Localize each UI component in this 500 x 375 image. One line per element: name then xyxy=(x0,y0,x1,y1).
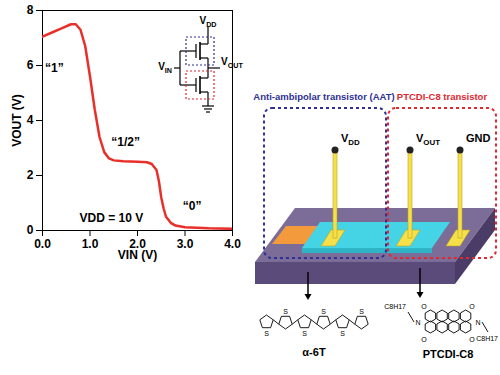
svg-text:Anti-ambipolar transistor (AAT: Anti-ambipolar transistor (AAT) xyxy=(253,91,394,102)
svg-text:VIN: VIN xyxy=(158,61,172,75)
svg-text:VOUT: VOUT xyxy=(221,56,243,70)
svg-text:“0”: “0” xyxy=(183,199,202,213)
svg-text:“1”: “1” xyxy=(45,61,64,75)
svg-text:VDD: VDD xyxy=(199,15,216,29)
svg-text:O: O xyxy=(469,303,475,310)
svg-text:1.0: 1.0 xyxy=(82,237,99,251)
svg-text:α-6T: α-6T xyxy=(302,346,326,358)
svg-text:PTCDI-C8: PTCDI-C8 xyxy=(423,348,474,360)
svg-text:C8H17: C8H17 xyxy=(384,303,406,310)
svg-text:S: S xyxy=(302,330,307,337)
svg-text:S: S xyxy=(359,308,364,315)
svg-text:2.0: 2.0 xyxy=(129,237,146,251)
svg-text:S: S xyxy=(321,308,326,315)
svg-text:O: O xyxy=(421,336,427,343)
svg-text:S: S xyxy=(340,330,345,337)
svg-text:4: 4 xyxy=(27,113,34,127)
svg-text:S: S xyxy=(283,308,288,315)
svg-text:O: O xyxy=(421,303,427,310)
svg-text:S: S xyxy=(264,330,269,337)
svg-text:N: N xyxy=(415,319,420,326)
svg-text:“1/2”: “1/2” xyxy=(111,135,140,149)
svg-text:VOUT: VOUT xyxy=(416,132,440,147)
svg-text:VOUT (V): VOUT (V) xyxy=(10,94,24,147)
svg-text:0.0: 0.0 xyxy=(34,237,51,251)
svg-text:6: 6 xyxy=(27,58,34,72)
svg-text:3.0: 3.0 xyxy=(177,237,194,251)
svg-text:PTCDI-C8 transistor: PTCDI-C8 transistor xyxy=(397,91,488,102)
svg-text:C8H17: C8H17 xyxy=(476,335,498,342)
svg-text:4.0: 4.0 xyxy=(224,237,241,251)
svg-text:VDD = 10 V: VDD = 10 V xyxy=(80,211,144,225)
svg-text:2: 2 xyxy=(27,168,34,182)
svg-text:VDD: VDD xyxy=(341,132,360,147)
svg-text:8: 8 xyxy=(27,3,34,17)
svg-text:GND: GND xyxy=(466,132,491,144)
svg-text:VIN (V): VIN (V) xyxy=(118,248,157,262)
svg-text:N: N xyxy=(475,319,480,326)
svg-text:0: 0 xyxy=(27,223,34,237)
svg-text:O: O xyxy=(469,336,475,343)
